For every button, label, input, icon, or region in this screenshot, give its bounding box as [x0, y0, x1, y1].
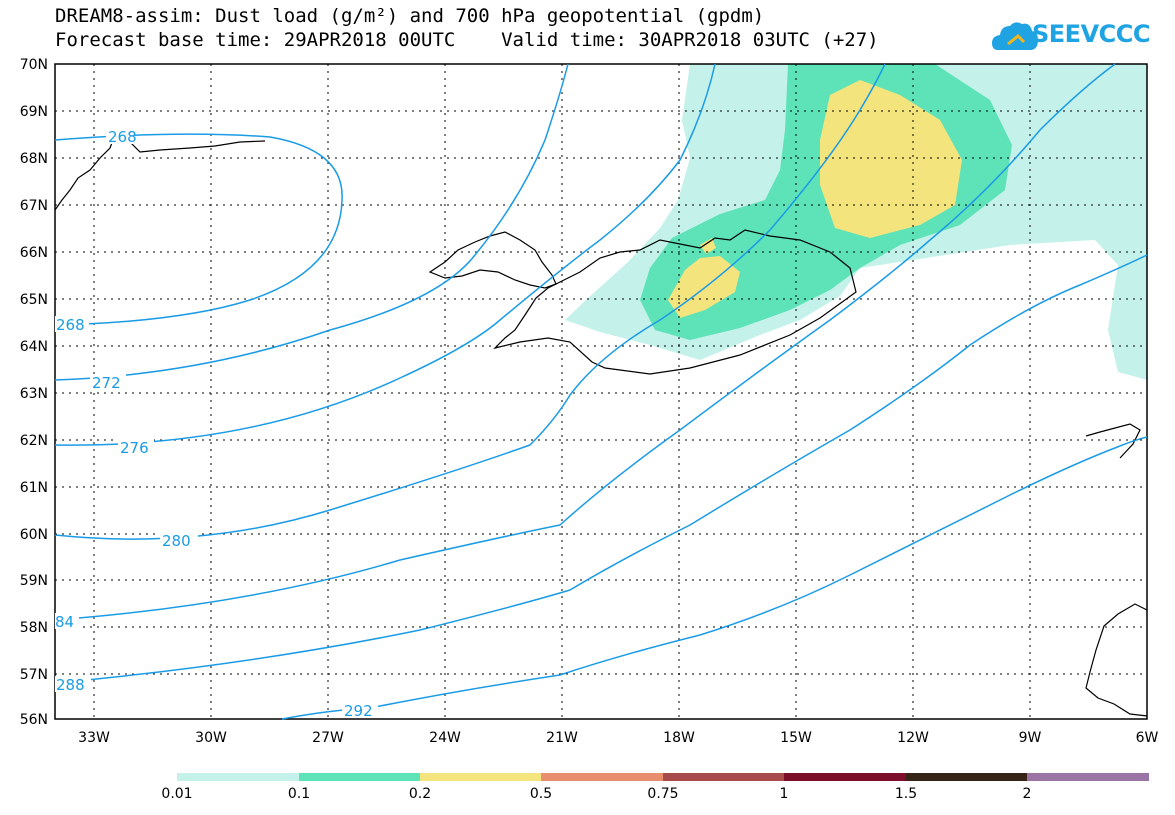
lat-label: 62N: [20, 433, 48, 449]
lat-label: 58N: [20, 620, 48, 636]
lon-label: 18W: [663, 730, 695, 746]
lat-label: 70N: [20, 57, 48, 73]
lat-label: 57N: [20, 667, 48, 683]
colorbar-segment: [177, 773, 299, 781]
latitude-labels: 70N 69N 68N 67N 66N 65N 64N 63N 62N 61N …: [20, 57, 48, 728]
contour-292: [281, 436, 1148, 720]
lat-label: 69N: [20, 104, 48, 120]
contour-288: [54, 254, 1148, 684]
dust-shading: [565, 64, 1147, 380]
lat-label: 56N: [20, 712, 48, 728]
contour-label: 84: [55, 613, 74, 631]
lat-label: 59N: [20, 573, 48, 589]
colorbar-label: 0.5: [529, 786, 553, 802]
dust-region-high-small: [700, 238, 716, 254]
colorbar-segment: [906, 773, 1027, 781]
coast-westfjords: [428, 231, 557, 289]
contour-label: 292: [344, 702, 373, 720]
lat-label: 67N: [20, 198, 48, 214]
colorbar-label: 2: [1022, 786, 1032, 802]
map-subtitle: Forecast base time: 29APR2018 00UTC Vali…: [55, 29, 879, 51]
lat-label: 68N: [20, 151, 48, 167]
contour-label: 268: [108, 128, 137, 146]
contour-276: [54, 63, 716, 446]
contour-272: [54, 63, 569, 381]
contour-284: [54, 63, 1116, 621]
colorbar-segment: [420, 773, 541, 781]
contour-label: 272: [92, 374, 121, 392]
colorbar-segment: [299, 773, 420, 781]
colorbar-label: 1: [779, 786, 789, 802]
lon-label: 27W: [312, 730, 344, 746]
map-frame: [54, 63, 1148, 720]
contour-280: [54, 63, 886, 540]
colorbar-label: 0.01: [161, 786, 193, 802]
colorbar-segment: [663, 773, 784, 781]
contour-label: 288: [56, 676, 85, 694]
colorbar-label: 0.2: [408, 786, 432, 802]
graticule: [55, 64, 1147, 719]
logo-text: SEEVCCC: [1032, 20, 1151, 48]
lat-label: 64N: [20, 339, 48, 355]
lat-label: 66N: [20, 245, 48, 261]
lat-label: 60N: [20, 527, 48, 543]
colorbar-label: 1.5: [894, 786, 918, 802]
geopotential-contours: [54, 63, 1148, 720]
longitude-labels: 33W 30W 27W 24W 21W 18W 15W 12W 9W 6W: [78, 730, 1158, 746]
coast-greenland: [54, 131, 266, 211]
contour-labels: 268 268 272 276 280 84 288 292: [55, 128, 378, 720]
lon-label: 6W: [1136, 730, 1159, 746]
colorbar: [177, 773, 1149, 781]
cloud-logo-icon: [992, 22, 1038, 50]
lat-label: 63N: [20, 386, 48, 402]
coast-norway-south: [1085, 603, 1148, 717]
contour-label: 280: [162, 532, 191, 550]
lon-label: 21W: [546, 730, 578, 746]
map-title: DREAM8-assim: Dust load (g/m²) and 700 h…: [55, 5, 765, 27]
lat-label: 61N: [20, 480, 48, 496]
lon-label: 9W: [1019, 730, 1042, 746]
colorbar-label: 0.1: [287, 786, 311, 802]
colorbar-segment: [541, 773, 663, 781]
lon-label: 24W: [429, 730, 461, 746]
colorbar-segment: [1027, 773, 1149, 781]
coast-norway-north: [1085, 423, 1141, 459]
lon-label: 12W: [897, 730, 929, 746]
lon-label: 30W: [195, 730, 227, 746]
lon-label: 15W: [780, 730, 812, 746]
dust-region-high-north: [820, 80, 962, 238]
contour-label: 276: [120, 439, 149, 457]
colorbar-segment: [784, 773, 906, 781]
contour-label: 268: [56, 316, 85, 334]
lat-label: 65N: [20, 292, 48, 308]
colorbar-label: 0.75: [647, 786, 679, 802]
lon-label: 33W: [78, 730, 110, 746]
contour-268-north: [54, 133, 343, 326]
